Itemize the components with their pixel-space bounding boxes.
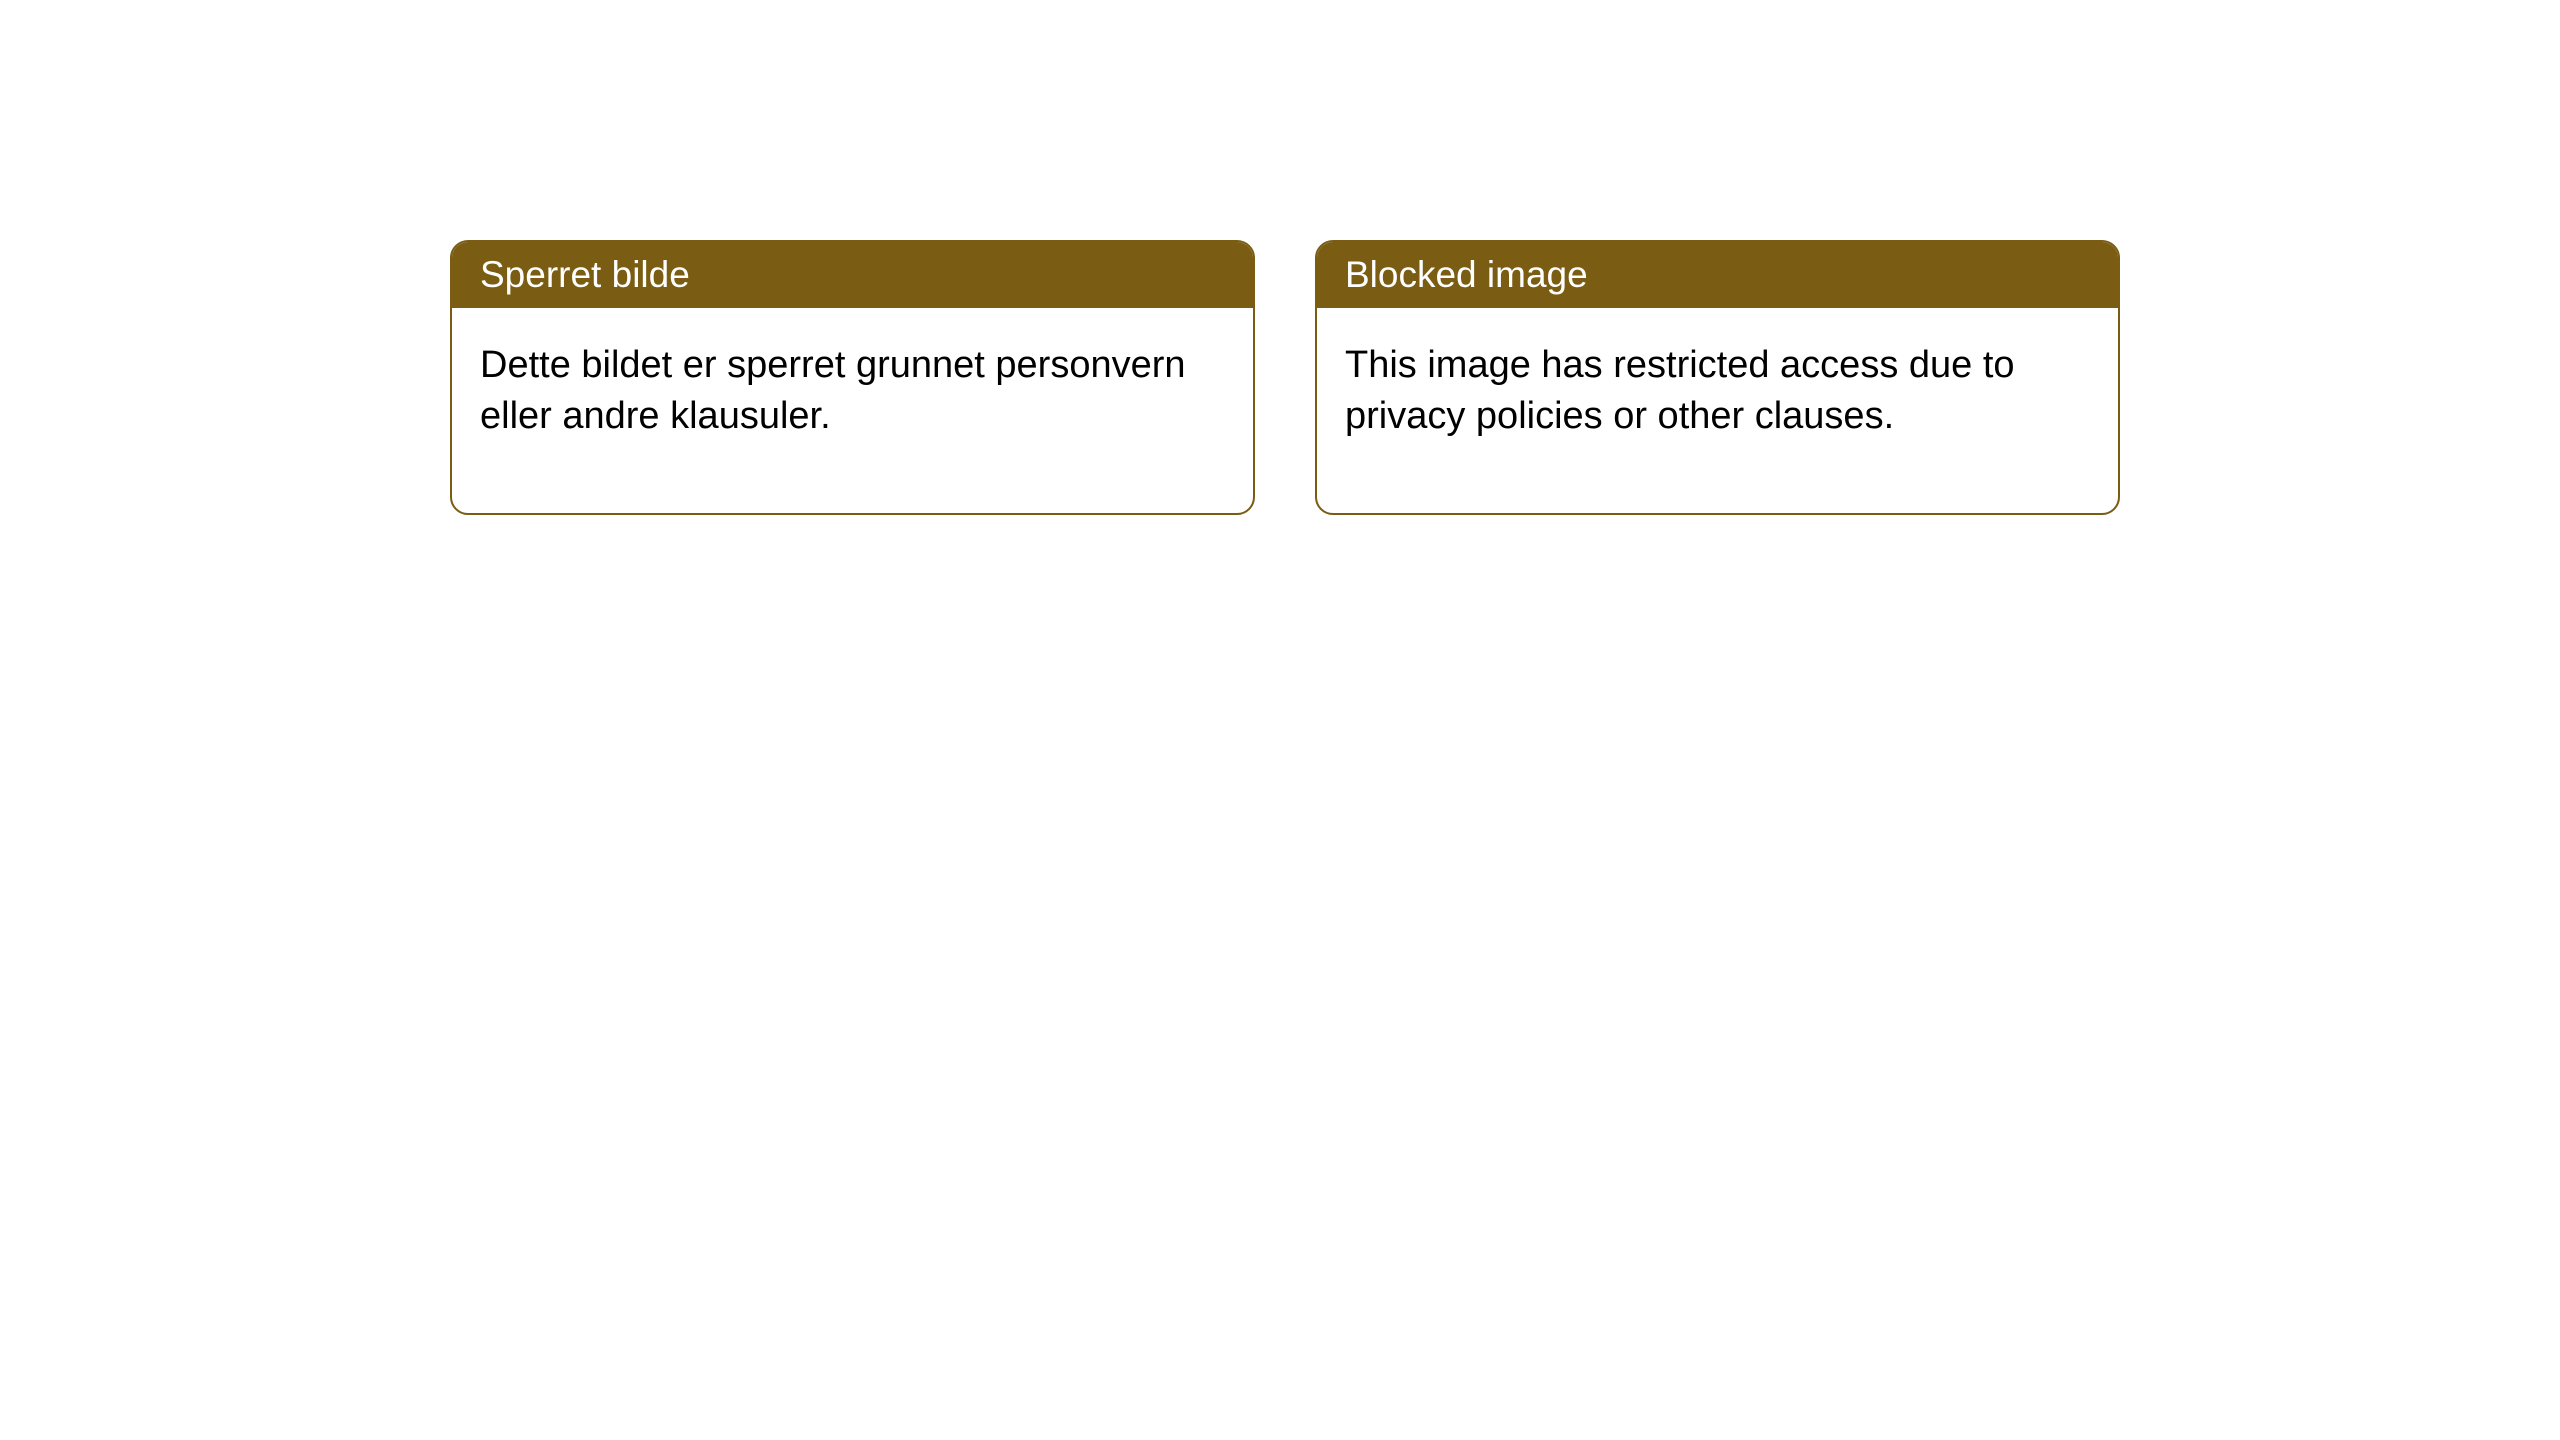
notice-card-text: This image has restricted access due to … <box>1345 344 2015 437</box>
notice-card-header: Sperret bilde <box>452 242 1253 308</box>
notice-card-body: Dette bildet er sperret grunnet personve… <box>452 308 1253 513</box>
notice-card-header: Blocked image <box>1317 242 2118 308</box>
notice-card-text: Dette bildet er sperret grunnet personve… <box>480 344 1186 437</box>
notice-card-title: Blocked image <box>1345 254 1588 295</box>
notice-card-english: Blocked image This image has restricted … <box>1315 240 2120 515</box>
notice-card-norwegian: Sperret bilde Dette bildet er sperret gr… <box>450 240 1255 515</box>
notice-card-body: This image has restricted access due to … <box>1317 308 2118 513</box>
notice-container: Sperret bilde Dette bildet er sperret gr… <box>0 0 2560 515</box>
notice-card-title: Sperret bilde <box>480 254 690 295</box>
